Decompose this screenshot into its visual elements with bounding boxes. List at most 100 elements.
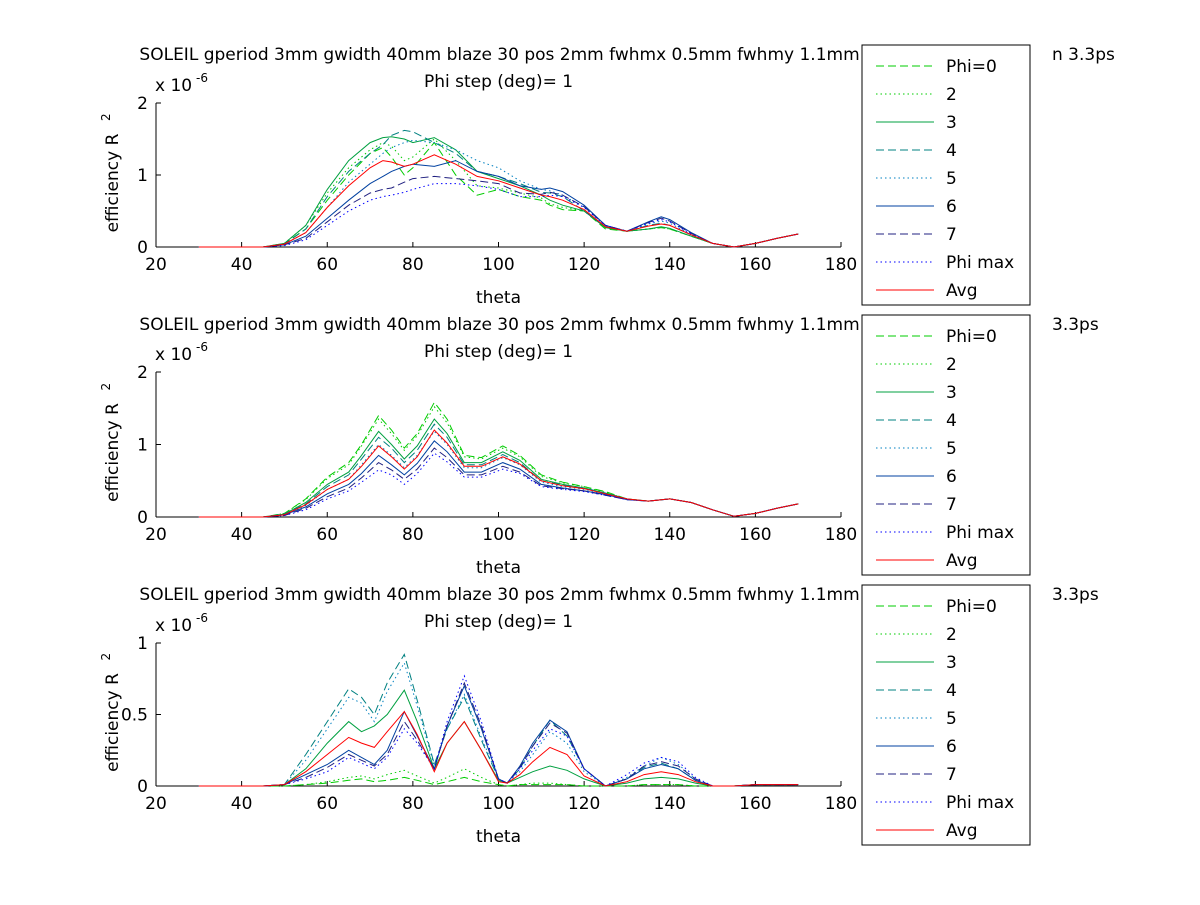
x-tick-label: 80 xyxy=(402,525,424,545)
x-tick-label: 140 xyxy=(654,525,686,545)
series-line-4 xyxy=(198,653,799,787)
x-tick-label: 160 xyxy=(739,525,771,545)
x-tick-label: 40 xyxy=(231,794,253,814)
y-axis-label-power: 2 xyxy=(99,383,113,391)
series-group xyxy=(198,129,799,248)
series-line-2 xyxy=(198,138,799,248)
series-line-8 xyxy=(198,452,799,518)
axis-exponent-power: -6 xyxy=(196,611,208,625)
y-tick-label: 2 xyxy=(137,363,148,383)
legend-label: Phi max xyxy=(946,253,1014,273)
legend-label: 5 xyxy=(946,709,957,729)
chart-subtitle: Phi step (deg)= 1 xyxy=(424,72,573,92)
legend-label: Phi max xyxy=(946,523,1014,543)
legend-label: Avg xyxy=(946,551,978,571)
chart-title: SOLEIL gperiod 3mm gwidth 40mm blaze 30 … xyxy=(139,585,950,605)
series-line-1 xyxy=(198,776,799,787)
series-line-7 xyxy=(198,175,799,248)
x-tick-label: 160 xyxy=(739,255,771,275)
y-axis-label-power: 2 xyxy=(99,653,113,661)
legend-label: Phi=0 xyxy=(946,327,997,347)
chart-title-tail: n 3.3ps xyxy=(1052,45,1115,65)
legend-label: 3 xyxy=(946,653,957,673)
series-line-7 xyxy=(198,447,799,518)
x-tick-label: 100 xyxy=(482,794,514,814)
y-axis-label-group: efficiency R 2 xyxy=(99,113,123,232)
chart-subtitle: Phi step (deg)= 1 xyxy=(424,342,573,362)
legend-label: Phi=0 xyxy=(946,597,997,617)
x-tick-label: 40 xyxy=(231,525,253,545)
y-tick-label: 0 xyxy=(137,777,148,797)
x-axis-label: theta xyxy=(476,288,521,308)
plot-area xyxy=(156,643,841,786)
legend-label: Avg xyxy=(946,821,978,841)
chart-title: SOLEIL gperiod 3mm gwidth 40mm blaze 30 … xyxy=(139,45,950,65)
x-axis-label: theta xyxy=(476,827,521,847)
chart-title-tail: 3.3ps xyxy=(1052,585,1099,605)
legend-label: 7 xyxy=(946,495,957,515)
x-tick-label: 140 xyxy=(654,794,686,814)
legend-label: 7 xyxy=(946,225,957,245)
x-tick-label: 60 xyxy=(316,255,338,275)
legend-label: 5 xyxy=(946,439,957,459)
series-line-5 xyxy=(198,430,799,518)
y-axis-label: efficiency R xyxy=(103,133,123,232)
x-tick-label: 80 xyxy=(402,255,424,275)
series-line-9 xyxy=(198,710,799,787)
y-axis-label-group: efficiency R 2 xyxy=(99,383,123,502)
x-tick-label: 60 xyxy=(316,525,338,545)
series-line-6 xyxy=(198,440,799,518)
x-tick-label: 120 xyxy=(568,525,600,545)
y-axis-label: efficiency R xyxy=(103,403,123,502)
subplot-1: 20 40 60 80 100 120 140 160 180 0 1 2 x 10 -6 theta eff… xyxy=(99,44,1115,308)
legend-label: 3 xyxy=(946,113,957,133)
subplot-2: 20 40 60 80 100 120 140 160 180 0 1 2 x 10 -6 theta eff… xyxy=(99,314,1099,578)
chart-title: SOLEIL gperiod 3mm gwidth 40mm blaze 30 … xyxy=(139,315,950,335)
series-line-9 xyxy=(198,429,799,518)
series-line-5 xyxy=(198,661,799,787)
x-tick-label: 180 xyxy=(825,255,857,275)
legend: Phi=0 2 3 4 5 6 7 Phi max Avg xyxy=(861,584,1031,846)
y-tick-label: 0 xyxy=(137,508,148,528)
legend-label: Avg xyxy=(946,281,978,301)
legend-label: 2 xyxy=(946,625,957,645)
x-tick-label: 20 xyxy=(145,255,167,275)
series-line-8 xyxy=(198,183,799,248)
series-line-2 xyxy=(198,768,799,787)
axis-exponent: x 10 xyxy=(155,76,192,96)
legend-label: 2 xyxy=(946,355,957,375)
axis-exponent-power: -6 xyxy=(196,340,208,354)
series-line-8 xyxy=(198,674,799,787)
plot-area xyxy=(156,372,841,517)
y-axis-label-power: 2 xyxy=(99,113,113,121)
y-tick-label: 1 xyxy=(137,166,148,186)
series-line-7 xyxy=(198,681,799,787)
legend-label: 6 xyxy=(946,467,957,487)
legend-label: 6 xyxy=(946,737,957,757)
legend-label: 3 xyxy=(946,383,957,403)
y-tick-label: 0 xyxy=(137,238,148,258)
subplot-3: 20 40 60 80 100 120 140 160 180 0 0.5 1 x 10 -6 theta e… xyxy=(99,584,1099,847)
y-axis-label: efficiency R xyxy=(103,673,123,772)
series-line-2 xyxy=(198,405,799,518)
x-tick-label: 20 xyxy=(145,794,167,814)
x-tick-label: 20 xyxy=(145,525,167,545)
legend-label: 4 xyxy=(946,411,957,431)
series-line-4 xyxy=(198,129,799,248)
legend-label: 4 xyxy=(946,681,957,701)
x-tick-label: 120 xyxy=(568,794,600,814)
legend-label: Phi max xyxy=(946,793,1014,813)
plot-area xyxy=(156,103,841,247)
legend-label: 5 xyxy=(946,169,957,189)
axis-exponent-power: -6 xyxy=(196,71,208,85)
y-tick-label: 1 xyxy=(137,634,148,654)
x-tick-label: 40 xyxy=(231,255,253,275)
x-tick-label: 180 xyxy=(825,794,857,814)
y-tick-label: 0.5 xyxy=(121,706,148,726)
legend-label: 4 xyxy=(946,141,957,161)
x-tick-label: 100 xyxy=(482,255,514,275)
x-tick-label: 160 xyxy=(739,794,771,814)
series-group xyxy=(198,401,799,518)
